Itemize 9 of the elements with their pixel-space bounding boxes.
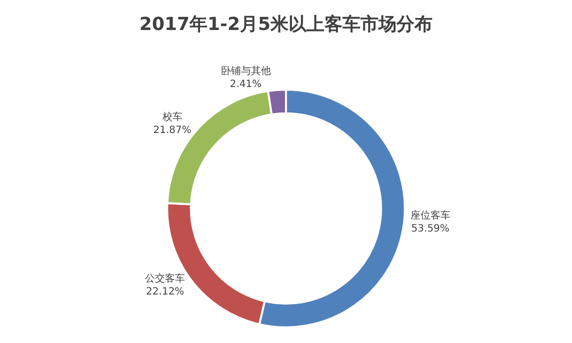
chart-title: 2017年1-2月5米以上客车市场分布 bbox=[139, 14, 433, 35]
slice-label: 校车 bbox=[161, 110, 182, 123]
slice-label: 公交客车 bbox=[145, 272, 186, 284]
slice-label: 卧铺与其他 bbox=[220, 65, 271, 78]
data-label: 53.59% bbox=[411, 224, 450, 235]
data-label: 2.41% bbox=[230, 79, 262, 90]
data-label: 21.87% bbox=[153, 124, 192, 136]
data-label: 22.12% bbox=[146, 286, 184, 298]
slice-label: 座位客车 bbox=[410, 210, 450, 222]
